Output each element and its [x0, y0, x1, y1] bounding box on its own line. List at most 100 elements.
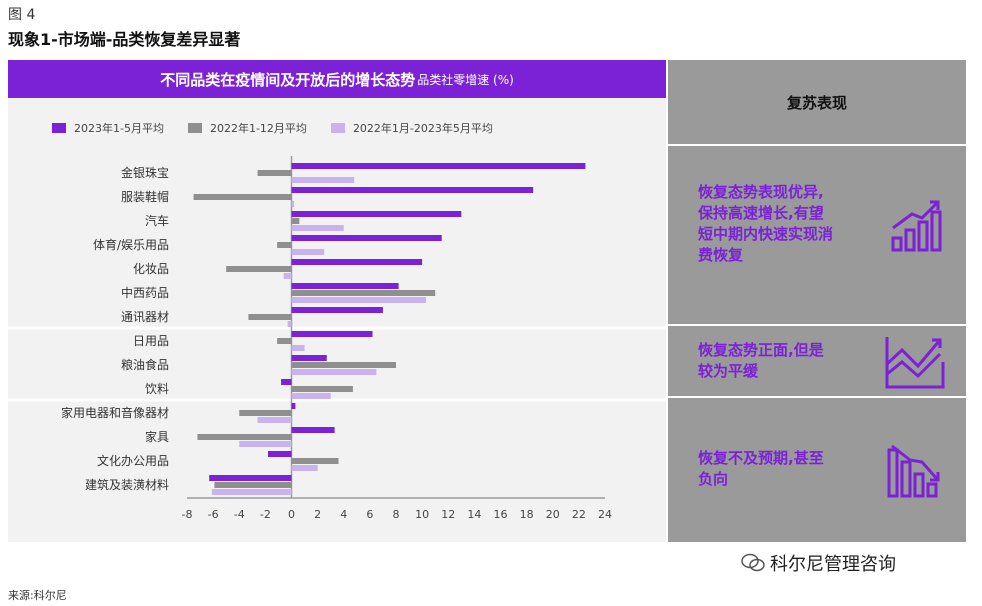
category-label: 中西药品	[121, 285, 169, 300]
x-tick-label: 16	[494, 508, 508, 521]
x-tick-label: -4	[234, 508, 245, 521]
category-label: 文化办公用品	[97, 453, 169, 468]
x-tick-label: -8	[182, 508, 193, 521]
wechat-icon	[741, 553, 765, 572]
bar-series-3	[291, 465, 318, 471]
side-box-moderate: 恢复态势正面,但是 较为平缓	[668, 326, 966, 396]
chart-panel: 不同品类在疫情间及开放后的增长态势 品类社零增速 (%) 2023年1-5月平均…	[8, 60, 666, 542]
chart-legend: 2023年1-5月平均 2022年1-12月平均 2022年1月-2023年5月…	[52, 120, 517, 136]
bar-series-3	[291, 249, 325, 255]
x-tick-label: 4	[340, 508, 347, 521]
bar-series-1	[281, 379, 292, 385]
side-box-excellent: 恢复态势表现优异, 保持高速增长,有望 短中期内快速实现消 费恢复	[668, 146, 966, 324]
category-label: 饮料	[145, 382, 169, 396]
bar-series-3	[257, 417, 292, 423]
x-tick-label: 0	[288, 508, 295, 521]
bar-chart-down-icon	[887, 444, 940, 498]
line-chart-up-icon	[885, 337, 945, 389]
category-label: 建筑及装潢材料	[85, 477, 169, 492]
bar-series-1	[291, 187, 534, 193]
bar-series-1	[291, 163, 586, 169]
legend-swatch-series-1	[52, 123, 66, 133]
x-tick-label: -6	[208, 508, 219, 521]
bar-series-3	[291, 369, 377, 375]
x-tick-label: 10	[415, 508, 429, 521]
x-tick-label: -2	[260, 508, 271, 521]
category-label: 日用品	[133, 334, 169, 348]
side-box-moderate-text: 恢复态势正面,但是 较为平缓	[698, 340, 824, 382]
category-label: 粮油食品	[121, 357, 169, 372]
bar-series-3	[291, 201, 295, 207]
legend-item-series-3: 2022年1月-2023年5月平均	[330, 120, 493, 136]
category-label: 通讯器材	[121, 310, 169, 324]
bar-series-1	[291, 331, 373, 337]
bar-series-1	[291, 427, 335, 433]
x-tick-label: 8	[393, 508, 400, 521]
category-label: 家具	[145, 429, 169, 444]
legend-swatch-series-3	[330, 123, 345, 133]
figure-title: 现象1-市场端-品类恢复差异显著	[8, 30, 241, 49]
bar-series-3	[291, 225, 344, 231]
bar-series-1	[291, 355, 327, 361]
bar-series-2	[257, 170, 292, 176]
figure-label: 图 4	[8, 7, 36, 23]
bar-series-1	[267, 451, 292, 457]
bar-series-3	[291, 345, 305, 351]
x-tick-label: 20	[546, 508, 560, 521]
side-box-below-text: 恢复不及预期,甚至 负向	[698, 448, 824, 490]
legend-item-series-2: 2022年1-12月平均	[187, 120, 307, 136]
watermark: 科尔尼管理咨询	[740, 550, 896, 576]
bar-series-2	[193, 194, 292, 200]
bar-series-1	[291, 259, 423, 265]
bar-series-3	[239, 441, 292, 447]
bar-series-2	[248, 314, 292, 320]
bar-series-3	[211, 489, 292, 495]
bar-series-3	[291, 393, 331, 399]
bar-series-2	[226, 266, 292, 272]
side-text-line: 恢复态势表现优异,	[698, 183, 824, 201]
bar-series-3	[287, 321, 292, 327]
side-box-excellent-text: 恢复态势表现优异, 保持高速增长,有望 短中期内快速实现消 费恢复	[698, 182, 833, 266]
bar-chart-plot: 金银珠宝服装鞋帽汽车体育/娱乐用品化妆品中西药品通讯器材日用品粮油食品饮料家用电…	[8, 156, 666, 521]
x-tick-label: 18	[520, 508, 534, 521]
bar-series-2	[239, 410, 292, 416]
side-panel-title: 复苏表现	[786, 93, 847, 112]
category-label: 家用电器和音像器材	[61, 405, 169, 420]
side-text-line: 负向	[698, 470, 729, 488]
watermark-text: 科尔尼管理咨询	[770, 554, 896, 575]
legend-swatch-series-2	[187, 123, 202, 133]
side-text-line: 较为平缓	[698, 362, 759, 380]
chart-header: 不同品类在疫情间及开放后的增长态势 品类社零增速 (%)	[8, 60, 666, 98]
chart-subtitle: 品类社零增速 (%)	[417, 72, 514, 87]
x-tick-label: 6	[366, 508, 373, 521]
side-box-below-expectation: 恢复不及预期,甚至 负向	[668, 398, 966, 542]
bar-series-2	[291, 458, 339, 464]
x-tick-label: 12	[441, 508, 455, 521]
category-label: 汽车	[145, 213, 169, 228]
bar-series-3	[291, 177, 355, 183]
bar-series-3	[291, 297, 427, 303]
bar-chart-up-icon	[891, 200, 942, 252]
bar-series-2	[291, 218, 300, 224]
x-tick-label: 14	[467, 508, 481, 521]
bar-series-2	[291, 386, 353, 392]
bar-series-2	[214, 482, 292, 488]
bar-series-3	[283, 273, 292, 279]
bar-series-1	[209, 475, 292, 481]
side-panel-header: 复苏表现	[668, 60, 966, 144]
source-note: 来源:科尔尼	[8, 589, 67, 602]
bar-series-1	[291, 235, 442, 241]
bar-series-2	[197, 434, 292, 440]
bar-series-2	[291, 362, 396, 368]
bar-series-2	[277, 338, 292, 344]
side-text-line: 短中期内快速实现消	[698, 225, 834, 243]
bar-series-2	[277, 242, 292, 248]
category-label: 体育/娱乐用品	[93, 237, 169, 252]
bar-series-1	[291, 307, 383, 313]
x-tick-label: 22	[572, 508, 586, 521]
side-text-line: 保持高速增长,有望	[698, 204, 824, 222]
chart-title: 不同品类在疫情间及开放后的增长态势	[160, 70, 416, 89]
side-text-line: 费恢复	[698, 246, 744, 264]
legend-label-series-1: 2023年1-5月平均	[74, 122, 164, 135]
side-text-line: 恢复不及预期,甚至	[698, 449, 824, 467]
